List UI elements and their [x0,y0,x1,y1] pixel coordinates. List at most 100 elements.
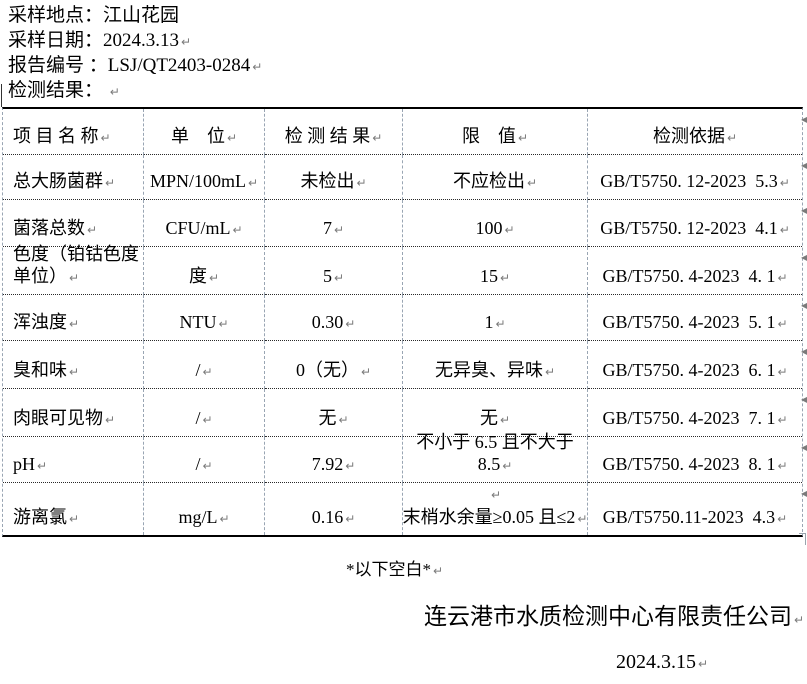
column-header-text: 单 位 [170,126,225,146]
table-cell-unit-text: CFU/mL [165,218,231,238]
table-cell-limit-text: 1 [484,312,494,332]
table-cell-unit: mg/L ↵ [144,483,265,535]
column-header-text: 检 测 结 果 [284,126,371,146]
paragraph-mark-icon: ↵ [105,176,116,190]
table-cell-limit-text: 无异臭、异味 [434,360,543,380]
paragraph-mark-icon: ↵ [777,317,788,331]
table-cell-item-line: 色度（铂钴色度 [13,243,139,265]
table-cell-result-line: 7.92 ↵ [312,453,356,477]
table-cell-unit: CFU/mL ↵ [144,200,265,247]
table-cell-result-text: 5 [322,266,332,286]
table-cell-limit-line: 100 ↵ [475,217,514,241]
row-end-mark-icon: ◀ [801,206,807,215]
paragraph-mark-icon: ↵ [698,657,709,671]
column-header: 项 目 名 称 ↵ [3,109,144,155]
column-header: 限 值 ↵ [403,109,588,155]
table-cell-result-line: 0.16 ↵ [312,506,356,530]
paragraph-mark-icon: ↵ [333,271,345,285]
table-cell-limit-line: 不小于 6.5 且不大于 [416,431,574,453]
paragraph-mark-icon: ↵ [502,459,513,473]
table-cell-basis-text: GB/T5750. 12-2023 5.3 [600,171,778,191]
paragraph-mark-icon: ↵ [202,459,213,473]
column-header-text: 项 目 名 称 [13,126,99,146]
paragraph-mark-icon: ↵ [577,512,588,526]
row-end-mark-icon: ◀ [801,489,807,498]
column-header: 检测依据 ↵ [588,109,802,155]
paragraph-mark-icon: ↵ [202,365,213,379]
paragraph-mark-icon: ↵ [69,317,80,331]
table-cell-limit: 不小于 6.5 且不大于 8.5 ↵ [403,432,588,483]
column-header: 单 位 ↵ [144,109,265,155]
paragraph-mark-icon: ↵ [433,564,444,578]
table-cell-unit-line: / ↵ [195,359,212,383]
table-cell-result-line: 无 ↵ [318,407,348,431]
table-cell-limit: 100 ↵ [403,200,588,247]
table-cell-basis-text: GB/T5750.11-2023 4.3 [602,507,776,527]
table-cell-basis-text: GB/T5750. 4-2023 8. 1 [602,454,776,474]
paragraph-mark-icon: ↵ [202,413,213,427]
paragraph-mark-icon: ↵ [208,271,220,285]
paragraph-mark-icon: ↵ [360,365,372,379]
paragraph-mark-icon: ↵ [345,459,356,473]
blank-note: *以下空白* ↵ [346,555,443,580]
table-cell-item-text: 总大肠菌群 [13,171,103,191]
table-cell-unit-line: / ↵ [195,407,212,431]
row-end-mark-icon: ◀ [801,301,807,310]
results-label-text: 检测结果： [8,80,108,101]
table-cell-item: 总大肠菌群 ↵ [3,155,144,200]
table-cell-item-line: 菌落总数 ↵ [13,217,97,241]
table-cell-item-text: 臭和味 [13,360,67,380]
table-cell-basis: GB/T5750.11-2023 4.3 ↵ [588,483,802,535]
table-cell-result: 7.92 ↵ [265,437,403,483]
table-cell-limit-line: 无异臭、异味 ↵ [435,359,555,383]
table-cell-basis: GB/T5750. 4-2023 6. 1 ↵ [588,341,802,389]
paragraph-mark-icon: ↵ [219,512,230,526]
row-end-mark-icon: ◀ [801,395,807,404]
paragraph-mark-icon: ↵ [37,459,48,473]
table-cell-limit-line: 8.5 ↵ [478,453,513,477]
table-cell-item-text: 色度（铂钴色度 [13,244,139,264]
table-cell-basis-line: GB/T5750. 4-2023 7. 1 ↵ [602,407,787,431]
row-end-mark-icon: ◀ [801,253,807,262]
paragraph-mark-icon: ↵ [779,223,790,237]
paragraph-mark-icon: ↵ [779,176,790,190]
table-cell-item: 浑浊度 ↵ [3,295,144,341]
table-cell-item-text: pH [13,454,35,474]
table-cell-item-text: 菌落总数 [13,218,85,238]
table-cell-item: pH ↵ [3,437,144,483]
paragraph-mark-icon: ↵ [345,512,356,526]
table-cell-unit-line: MPN/100mL ↵ [150,170,258,194]
paragraph-mark-icon: ↵ [356,176,367,190]
table-cell-limit: 不应检出 ↵ [403,155,588,200]
table-cell-limit-text: 15 [479,266,498,286]
table-cell-unit-text: MPN/100mL [149,171,246,191]
paragraph-mark-icon: ↵ [109,85,120,99]
report-number-text: 报告编号 ：LSJ/QT2403-0284 [8,55,251,76]
paragraph-mark-icon: ↵ [69,365,80,379]
table-cell-unit: / ↵ [144,389,265,437]
paragraph-mark-icon: ↵ [333,223,345,237]
table-cell-item: 臭和味 ↵ [3,341,144,389]
table-cell-basis-line: GB/T5750. 4-2023 5. 1 ↵ [602,311,787,335]
sampling-date-text: 采样日期：2024.3.13 [8,30,180,51]
table-cell-result-text: 7.92 [311,454,344,474]
paragraph-mark-icon: ↵ [87,223,98,237]
table-cell-item-text: 浑浊度 [13,312,67,332]
table-cell-result: 7 ↵ [265,200,403,247]
column-header-line: 检测依据 ↵ [653,125,737,149]
table-cell-basis: GB/T5750. 12-2023 5.3 ↵ [588,155,802,200]
table-cell-limit-text: 不应检出 [452,171,525,191]
report-number-line: 报告编号 ：LSJ/QT2403-0284 ↵ [8,53,262,78]
paragraph-mark-icon: ↵ [777,271,788,285]
column-header: 检 测 结 果 ↵ [265,109,403,155]
table-cell-item-line: pH ↵ [13,453,47,477]
paragraph-mark-icon: ↵ [504,223,515,237]
table-cell-result: 0.30 ↵ [265,295,403,341]
table-cell-item-text: 单位） [13,266,67,286]
table-cell-result: 未检出 ↵ [265,155,403,200]
table-cell-item: 肉眼可见物 ↵ [3,389,144,437]
paragraph-mark-icon: ↵ [252,60,263,74]
table-cell-unit-line: mg/L ↵ [178,506,229,530]
table-cell-unit-line: CFU/mL ↵ [165,217,242,241]
